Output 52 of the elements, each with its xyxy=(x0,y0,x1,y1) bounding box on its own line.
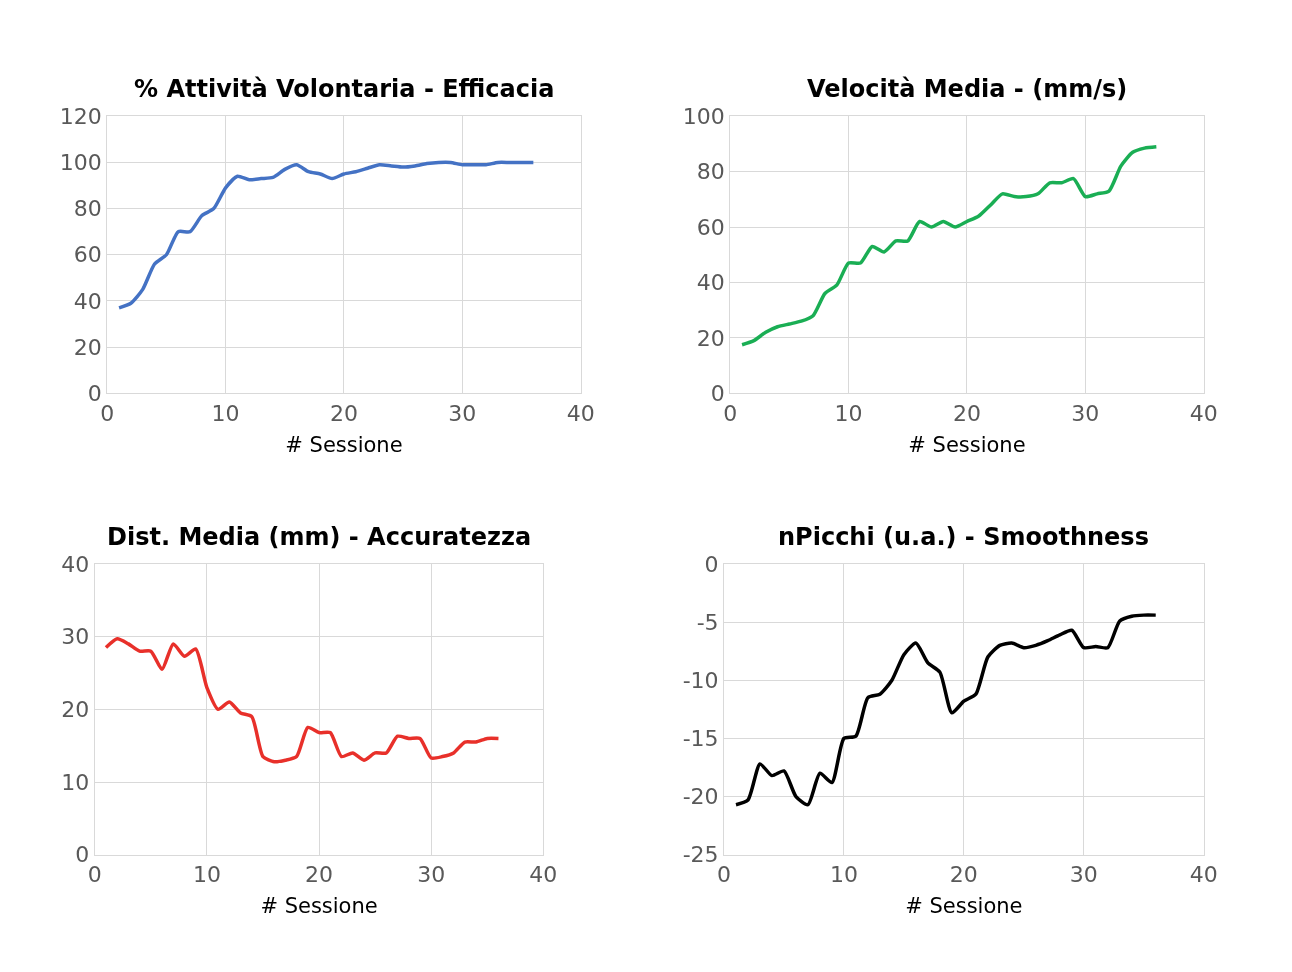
x-tick-label: 40 xyxy=(566,400,595,426)
x-tick-label: 10 xyxy=(211,400,240,426)
x-tick-label: 20 xyxy=(305,862,334,888)
x-axis-title: # Sessione xyxy=(905,894,1023,919)
chart-title: Velocità Media - (mm/s) xyxy=(807,75,1128,103)
x-tick-label: 40 xyxy=(1189,400,1218,426)
y-tick-label: 20 xyxy=(696,325,725,351)
x-axis-title: # Sessione xyxy=(285,432,403,457)
y-tick-label: -20 xyxy=(682,784,719,810)
x-tick-label: 20 xyxy=(949,862,978,888)
y-tick-label: 0 xyxy=(710,380,725,406)
x-tick-label: 20 xyxy=(952,400,981,426)
y-tick-label: 120 xyxy=(59,104,102,129)
y-tick-label: 10 xyxy=(61,769,90,795)
x-tick-label: 30 xyxy=(417,862,446,888)
y-tick-label: -15 xyxy=(682,726,719,752)
y-tick-label: 100 xyxy=(682,104,725,129)
line-series xyxy=(104,637,501,764)
x-tick-label: 10 xyxy=(834,400,863,426)
y-tick-label: 0 xyxy=(87,380,102,406)
x-tick-label: 30 xyxy=(448,400,477,426)
y-tick-label: 80 xyxy=(696,159,725,185)
chart-title: nPicchi (u.a.) - Smoothness xyxy=(778,523,1149,551)
x-axis-title: # Sessione xyxy=(260,894,378,919)
y-tick-label: -10 xyxy=(682,667,719,693)
y-tick-label: 40 xyxy=(696,270,725,296)
line-series xyxy=(117,160,536,310)
y-tick-label: 20 xyxy=(61,697,90,723)
x-tick-label: 20 xyxy=(329,400,358,426)
y-tick-label: 100 xyxy=(59,150,102,176)
y-tick-label: 60 xyxy=(696,214,725,240)
y-tick-label: -5 xyxy=(696,609,719,635)
x-tick-label: 10 xyxy=(829,862,858,888)
x-tick-label: 40 xyxy=(1189,862,1218,888)
x-tick-label: 40 xyxy=(529,862,558,888)
y-tick-label: 60 xyxy=(73,242,102,268)
x-axis-title: # Sessione xyxy=(908,432,1026,457)
x-tick-label: 10 xyxy=(192,862,221,888)
x-tick-label: 30 xyxy=(1071,400,1100,426)
y-tick-label: 40 xyxy=(61,551,90,577)
y-tick-label: 80 xyxy=(73,196,102,222)
chart-title: % Attività Volontaria - Efficacia xyxy=(134,75,555,103)
y-tick-label: 0 xyxy=(75,842,90,868)
chart-title: Dist. Media (mm) - Accuratezza xyxy=(107,523,532,551)
y-tick-label: -25 xyxy=(682,842,719,868)
x-tick-label: 30 xyxy=(1069,862,1098,888)
line-series xyxy=(740,145,1159,347)
y-tick-label: 30 xyxy=(61,624,90,650)
y-tick-label: 0 xyxy=(704,551,719,577)
line-series xyxy=(734,613,1158,807)
y-tick-label: 40 xyxy=(73,288,102,314)
y-tick-label: 20 xyxy=(73,334,102,360)
